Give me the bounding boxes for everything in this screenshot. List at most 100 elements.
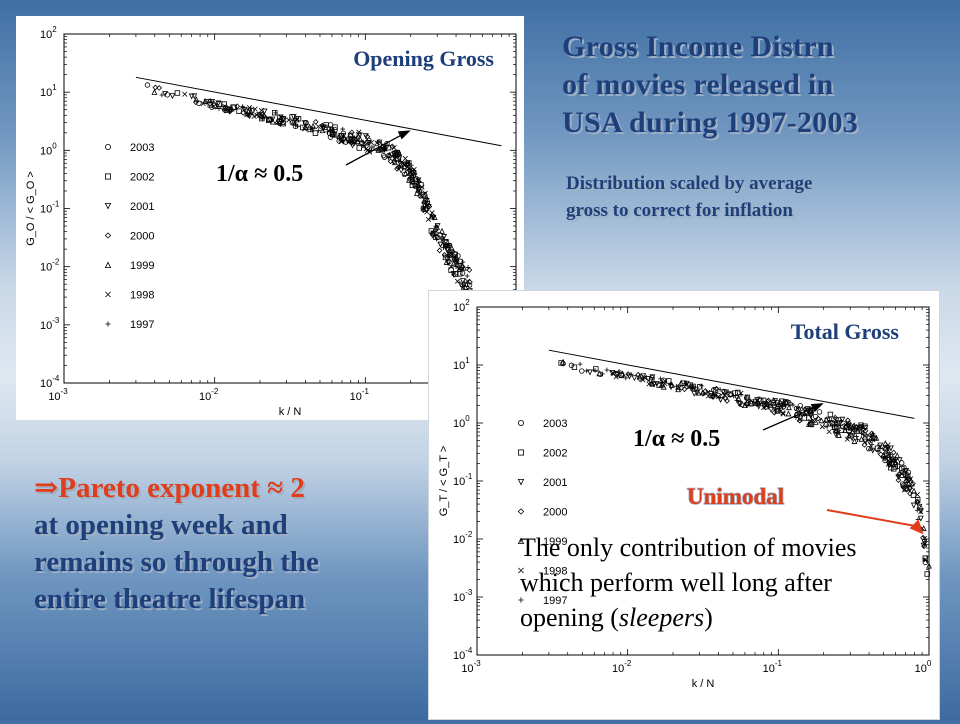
data-point xyxy=(613,374,619,380)
data-point xyxy=(888,452,893,457)
data-point xyxy=(456,262,463,269)
data-point xyxy=(252,106,258,112)
data-point xyxy=(840,424,846,430)
data-point xyxy=(887,455,892,460)
data-point xyxy=(882,444,889,451)
data-point xyxy=(869,442,875,447)
data-point xyxy=(216,106,222,111)
legend-label: 1998 xyxy=(130,290,154,302)
legend-marker xyxy=(518,419,525,426)
data-point xyxy=(306,123,313,130)
legend-marker xyxy=(104,261,112,269)
data-point xyxy=(774,408,780,414)
data-point xyxy=(200,100,206,107)
data-point xyxy=(315,123,321,130)
data-point xyxy=(827,411,834,418)
legend-label: 1997 xyxy=(130,319,154,331)
fit-line-label: 1/α ≈ 0.5 xyxy=(216,161,303,187)
data-point xyxy=(450,271,457,277)
data-point xyxy=(459,278,466,284)
data-point xyxy=(645,376,652,383)
data-point xyxy=(294,116,300,122)
data-point xyxy=(839,418,844,424)
conclusion-line-2: at opening week and xyxy=(34,509,288,541)
data-point xyxy=(904,474,910,481)
data-point xyxy=(780,404,787,410)
data-point xyxy=(640,373,647,380)
data-point xyxy=(756,396,762,402)
data-point xyxy=(442,239,449,245)
data-point xyxy=(816,409,823,415)
data-point xyxy=(851,438,858,444)
data-point xyxy=(456,265,463,272)
x-tick-label: 10-2 xyxy=(199,387,219,403)
data-point xyxy=(675,386,682,393)
data-point xyxy=(648,379,655,386)
data-point xyxy=(391,159,398,166)
data-point xyxy=(203,99,210,105)
data-point xyxy=(151,89,158,95)
legend-marker xyxy=(518,597,524,603)
data-point xyxy=(641,374,648,381)
data-point xyxy=(360,139,366,145)
data-point xyxy=(755,403,762,410)
data-point xyxy=(261,108,268,115)
data-point xyxy=(896,471,903,477)
data-point xyxy=(162,91,169,97)
data-point xyxy=(327,122,334,128)
data-point xyxy=(675,383,682,390)
data-point xyxy=(869,431,876,438)
data-point xyxy=(649,374,656,381)
data-point xyxy=(251,113,257,119)
data-point xyxy=(869,447,876,454)
data-point xyxy=(593,366,599,372)
data-point xyxy=(441,245,446,250)
data-point xyxy=(362,133,369,140)
data-point xyxy=(457,280,463,286)
y-tick-label: 10-4 xyxy=(453,646,473,662)
data-point xyxy=(596,370,603,377)
data-point xyxy=(404,161,411,168)
data-point xyxy=(692,386,699,393)
data-point xyxy=(728,391,734,398)
sleepers-note: The only contribution of movies which pe… xyxy=(520,530,920,635)
data-point xyxy=(393,152,399,159)
unimodal-arrow-head xyxy=(909,519,924,535)
data-point xyxy=(207,100,213,107)
y-tick-label: 10-1 xyxy=(453,472,473,488)
data-point xyxy=(248,105,253,111)
data-point xyxy=(420,205,426,211)
data-point xyxy=(174,90,181,96)
data-point xyxy=(807,411,814,418)
data-point xyxy=(691,390,698,397)
data-point xyxy=(422,190,428,196)
data-point xyxy=(695,389,702,396)
conclusion-line-4: entire theatre lifespan xyxy=(34,583,306,615)
data-point xyxy=(452,251,458,258)
data-point xyxy=(748,400,755,407)
data-point xyxy=(312,130,319,136)
data-point xyxy=(422,199,429,206)
data-point xyxy=(609,370,616,376)
data-point xyxy=(169,93,176,100)
legend-label: 1997 xyxy=(543,595,567,607)
data-point xyxy=(414,180,421,187)
data-point xyxy=(855,437,860,443)
data-point xyxy=(658,376,663,382)
data-point xyxy=(394,165,400,172)
data-point xyxy=(424,200,430,207)
data-point xyxy=(818,417,825,424)
data-point xyxy=(777,399,784,406)
y-tick-label: 10-1 xyxy=(40,200,60,216)
data-point xyxy=(319,127,326,134)
data-point xyxy=(844,436,850,442)
data-point xyxy=(812,418,819,425)
slide-subtitle-line-1: Distribution scaled by average xyxy=(566,173,813,194)
data-point xyxy=(658,382,664,388)
data-point xyxy=(248,109,255,116)
data-point xyxy=(744,394,751,401)
data-point xyxy=(460,259,466,265)
data-point xyxy=(271,110,278,116)
data-point xyxy=(838,427,845,434)
data-point xyxy=(832,428,839,435)
